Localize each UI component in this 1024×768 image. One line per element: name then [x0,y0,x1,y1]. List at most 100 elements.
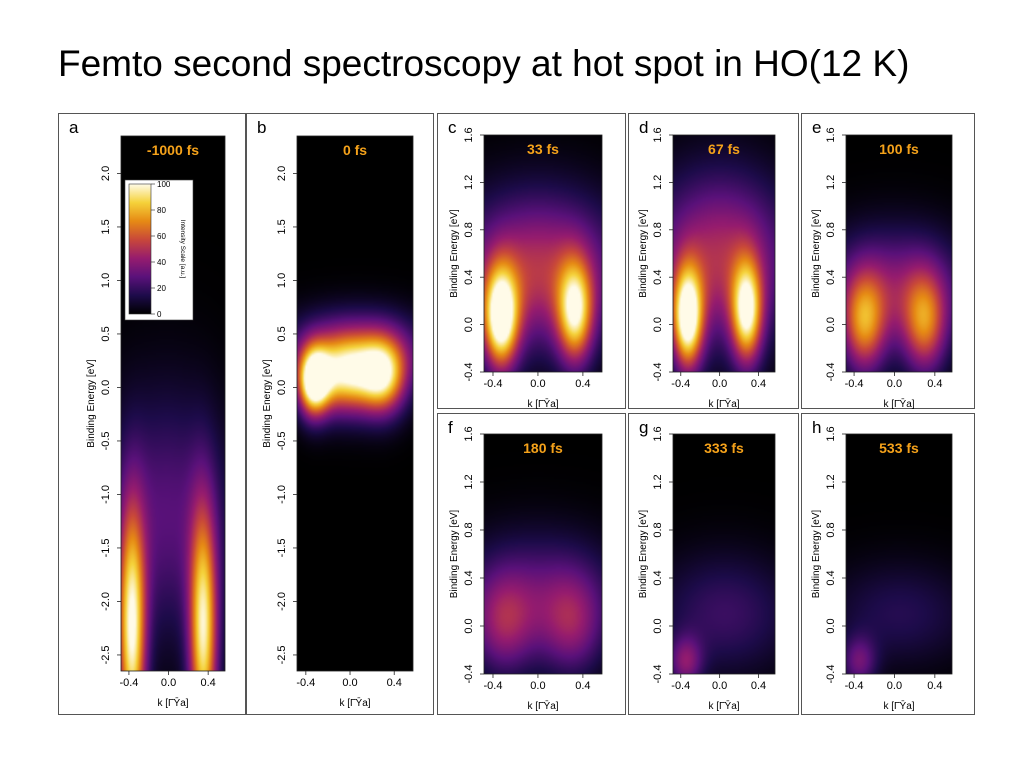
xtick-label-g-0: -0.4 [671,680,690,692]
colorbar-tick-label-2: 60 [157,232,166,241]
ytick-label-c-2: 0.8 [463,222,475,237]
heatmap-e-image [846,135,952,372]
heatmap-h-svg: h 533 fs -0.4 0.0 0.4 k [Γ̄Ȳa] 1.6 1.2 0.8 0.4 0.0… [811,418,953,712]
xtick-label-d-0: -0.4 [671,378,690,390]
plot-frame-c [483,134,603,373]
ytick-label-a-2: 1.0 [100,273,112,288]
ytick-label-h-4: 0.0 [825,618,837,633]
colorbar-tick-label-0: 100 [157,180,171,189]
panel-e: e 100 fs -0.4 0.0 0.4 k [Γ̄Ȳa] 1.6 1.2 0.8 0.4 0.0… [801,113,975,410]
ytick-label-d-5: -0.4 [652,363,664,382]
ytick-label-f-3: 0.4 [463,570,475,585]
colorbar-tick-label-5: 0 [157,310,162,319]
xtick-label-h-0: -0.4 [845,680,864,692]
panel-letter-e: e [812,118,821,137]
xtick-label-a-1: 0.0 [161,677,176,689]
ytick-label-b-3: 0.5 [276,326,288,341]
heatmap-c-svg: c 33 fs -0.4 0.0 0.4 k [Γ̄Ȳa] 1.6 1.2 0.8 0.4 0.0 -… [448,118,603,410]
ylabel-b: Binding Energy [eV] [262,359,273,448]
heatmap-h-image [846,434,952,674]
xtick-label-g-1: 0.0 [712,680,727,692]
plot-frame-f [483,433,603,675]
ytick-label-a-9: -2.5 [100,645,112,664]
ytick-label-h-1: 1.2 [825,474,837,489]
ytick-label-b-8: -2.0 [276,592,288,611]
xtick-label-b-0: -0.4 [296,677,315,689]
xtick-label-a-2: 0.4 [201,677,216,689]
xlabel-h: k [Γ̄Ȳa] [883,700,914,712]
ytick-label-a-0: 2.0 [100,166,112,181]
time-label-e: 100 fs [879,141,919,157]
ytick-label-e-2: 0.8 [825,222,837,237]
ytick-label-b-2: 1.0 [276,273,288,288]
ytick-label-f-5: -0.4 [463,665,475,684]
ylabel-g: Binding Energy [eV] [638,510,649,599]
heatmap-a-svg: a -1000 fs -0.4 0.0 0.4 k [Γ̄Ȳa] 2.0 1.5 1.0 0.5 0… [69,118,226,709]
xtick-label-d-1: 0.0 [712,378,727,390]
xtick-label-b-2: 0.4 [387,677,402,689]
ytick-label-a-8: -2.0 [100,592,112,611]
ytick-label-g-1: 1.2 [652,474,664,489]
ytick-label-c-3: 0.4 [463,270,475,285]
plot-frame-e [845,134,953,373]
panel-h: h 533 fs -0.4 0.0 0.4 k [Γ̄Ȳa] 1.6 1.2 0.8 0.4 0.0… [801,413,975,715]
ytick-label-c-1: 1.2 [463,175,475,190]
ytick-label-c-5: -0.4 [463,363,475,382]
ytick-label-e-0: 1.6 [825,127,837,142]
ylabel-c: Binding Energy [eV] [449,209,460,298]
xlabel-c: k [Γ̄Ȳa] [527,398,558,410]
xtick-label-c-2: 0.4 [575,378,590,390]
xtick-label-g-2: 0.4 [751,680,766,692]
ytick-label-g-4: 0.0 [652,618,664,633]
xtick-label-h-1: 0.0 [887,680,902,692]
xtick-label-e-0: -0.4 [845,378,864,390]
colorbar-label: Intensity Scale [a.u.] [179,220,186,279]
ytick-label-f-0: 1.6 [463,426,475,441]
plot-frame-a [120,135,226,672]
xtick-label-c-0: -0.4 [484,378,503,390]
plot-frame-h [845,433,953,675]
colorbar-gradient [128,183,152,315]
ytick-label-f-4: 0.0 [463,618,475,633]
ytick-label-f-2: 0.8 [463,522,475,537]
ytick-label-a-3: 0.5 [100,326,112,341]
xtick-label-f-2: 0.4 [575,680,590,692]
ytick-label-a-7: -1.5 [100,538,112,557]
ytick-label-f-1: 1.2 [463,474,475,489]
time-label-c: 33 fs [527,141,559,157]
ytick-label-a-5: -0.5 [100,431,112,450]
ytick-label-g-5: -0.4 [652,665,664,684]
ytick-label-d-0: 1.6 [652,127,664,142]
heatmap-e-svg: e 100 fs -0.4 0.0 0.4 k [Γ̄Ȳa] 1.6 1.2 0.8 0.4 0.0… [811,118,953,410]
panel-letter-a: a [69,118,79,137]
time-label-a: -1000 fs [147,142,199,158]
heatmap-d-image [673,135,775,372]
plot-frame-d [672,134,776,373]
ytick-label-e-4: 0.0 [825,317,837,332]
ytick-label-b-9: -2.5 [276,645,288,664]
ytick-label-b-1: 1.5 [276,219,288,234]
xtick-label-e-1: 0.0 [887,378,902,390]
ytick-label-b-5: -0.5 [276,431,288,450]
plot-frame-g [672,433,776,675]
ytick-label-d-2: 0.8 [652,222,664,237]
ytick-label-h-2: 0.8 [825,522,837,537]
ylabel-d: Binding Energy [eV] [638,209,649,298]
heatmap-b-image [297,136,413,671]
xlabel-d: k [Γ̄Ȳa] [708,398,739,410]
time-label-b: 0 fs [343,142,367,158]
ytick-label-b-6: -1.0 [276,485,288,504]
panel-letter-d: d [639,118,648,137]
ytick-label-e-3: 0.4 [825,270,837,285]
xlabel-f: k [Γ̄Ȳa] [527,700,558,712]
xtick-label-d-2: 0.4 [751,378,766,390]
ytick-label-a-4: 0.0 [100,380,112,395]
colorbar-tick-label-4: 20 [157,284,166,293]
ylabel-f: Binding Energy [eV] [449,510,460,599]
xlabel-g: k [Γ̄Ȳa] [708,700,739,712]
panel-g: g 333 fs -0.4 0.0 0.4 k [Γ̄Ȳa] 1.6 1.2 0.8 0.4 0.0… [628,413,799,715]
xtick-label-f-0: -0.4 [484,680,503,692]
panel-letter-h: h [812,418,821,437]
ytick-label-b-4: 0.0 [276,380,288,395]
slide-title: Femto second spectroscopy at hot spot in… [58,43,910,84]
